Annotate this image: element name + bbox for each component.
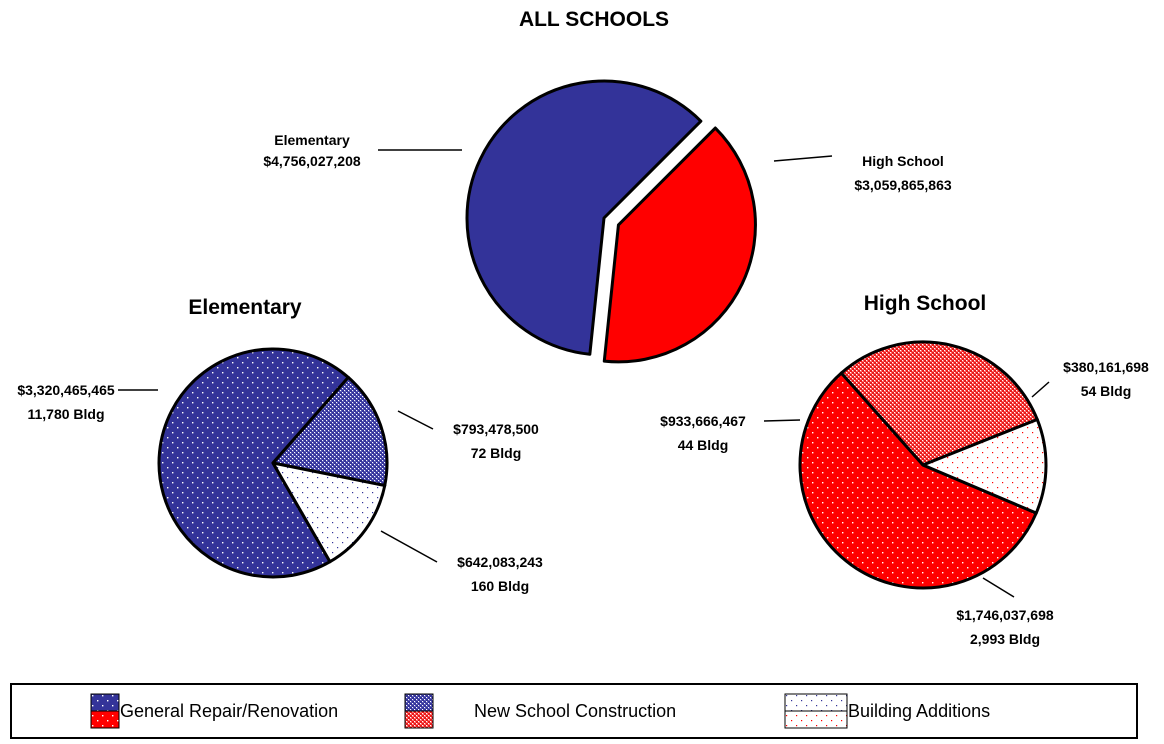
legend-item-new-construction: New School Construction — [404, 685, 676, 737]
leader-line-elem-additions — [380, 530, 438, 563]
legend-item-building-additions: Building Additions — [784, 685, 990, 737]
label-hs-general-value: $1,746,037,698 — [956, 607, 1054, 623]
legend-label-building-additions: Building Additions — [848, 700, 991, 721]
leader-line-hs-new — [763, 419, 801, 422]
label-hs-new-value: $933,666,467 — [660, 413, 746, 429]
label-hs-general-bldg: 2,993 Bldg — [970, 631, 1040, 647]
all-schools-pie — [465, 79, 757, 364]
legend-label-general-repair: General Repair/Renovation — [120, 700, 339, 721]
legend-item-general-repair: General Repair/Renovation — [90, 685, 338, 737]
label-all-elementary-value: $4,756,027,208 — [263, 153, 361, 169]
high-school-slice-new-school-construction — [839, 340, 1039, 467]
leader-line-hs-additions — [1031, 381, 1050, 398]
legend-swatch-new-construction — [404, 693, 434, 729]
chart-svg: ALL SCHOOLS Elementary High School Eleme… — [17, 8, 1149, 647]
elementary-slice-building-additions — [271, 461, 387, 564]
high-school-slice-general-repair-renovation — [798, 371, 1038, 590]
label-elem-additions-value: $642,083,243 — [457, 554, 543, 570]
all-schools-slice-elementary — [465, 79, 703, 356]
leader-line-hs-general — [982, 577, 1015, 598]
elementary-pie-title: Elementary — [188, 296, 302, 319]
high-school-pie-title: High School — [864, 292, 987, 315]
legend: General Repair/Renovation New School Con… — [10, 683, 1138, 739]
label-hs-new-bldg: 44 Bldg — [678, 437, 729, 453]
label-elem-additions-bldg: 160 Bldg — [471, 578, 529, 594]
elementary-slice-general-repair-renovation — [157, 347, 350, 579]
label-all-high-school-name: High School — [862, 153, 944, 169]
label-elem-new-value: $793,478,500 — [453, 421, 539, 437]
label-elem-new-bldg: 72 Bldg — [471, 445, 522, 461]
label-elem-general-bldg: 11,780 Bldg — [27, 406, 104, 422]
label-all-high-school-value: $3,059,865,863 — [854, 177, 952, 193]
label-all-elementary-name: Elementary — [274, 132, 350, 148]
all-schools-title: ALL SCHOOLS — [519, 8, 669, 31]
legend-swatch-general-repair — [90, 693, 120, 729]
high-school-slice-building-additions — [921, 417, 1048, 515]
legend-swatch-building-additions — [784, 693, 848, 729]
elementary-pie — [157, 347, 389, 579]
all-schools-slice-high-school — [602, 126, 757, 364]
label-hs-additions-bldg: 54 Bldg — [1081, 383, 1132, 399]
label-hs-additions-value: $380,161,698 — [1063, 359, 1149, 375]
label-elem-general-value: $3,320,465,465 — [17, 382, 115, 398]
high-school-pie — [798, 340, 1048, 590]
elementary-slice-new-school-construction — [271, 375, 389, 488]
leader-line-all-high-school — [773, 155, 833, 162]
leader-line-elem-new — [397, 410, 434, 430]
legend-label-new-construction: New School Construction — [474, 700, 677, 721]
